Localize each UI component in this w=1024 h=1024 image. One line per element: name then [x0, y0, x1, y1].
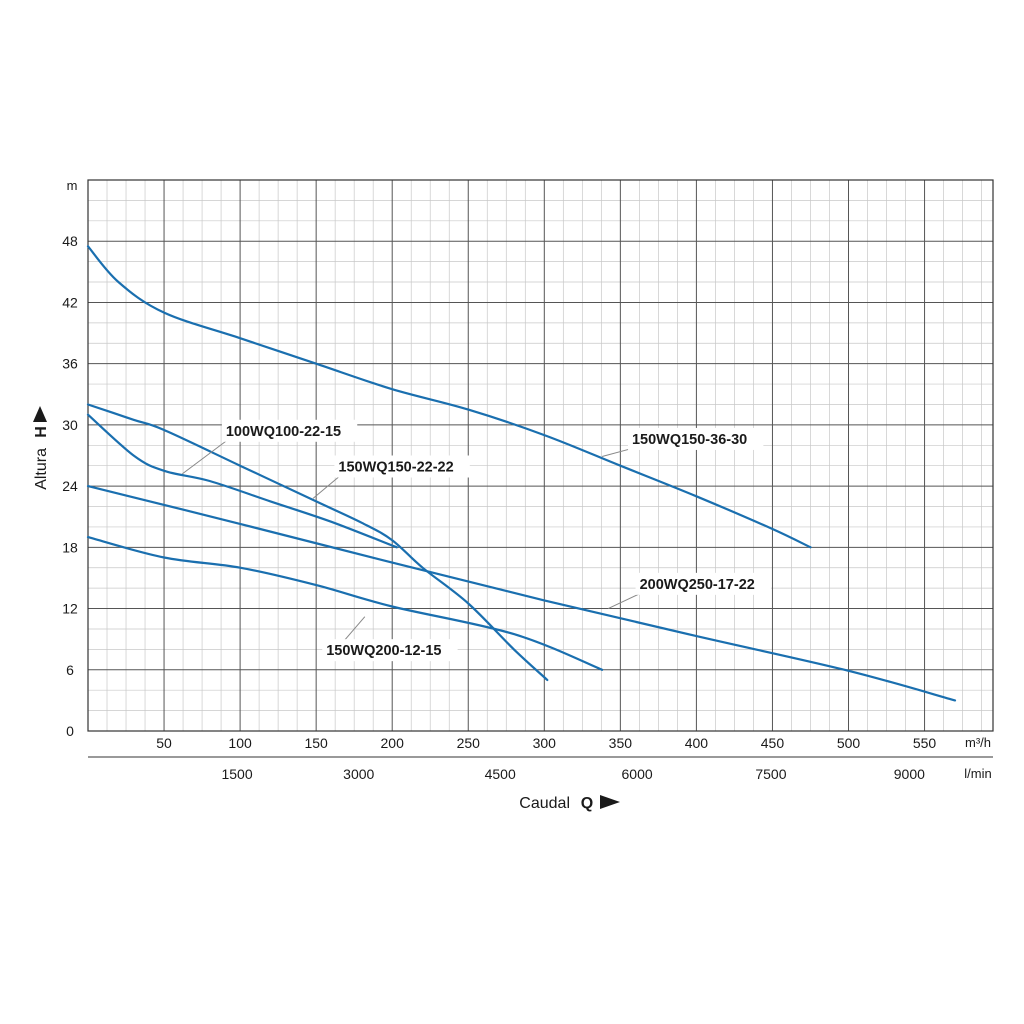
- curve-150wq200-12-15: [86, 536, 604, 671]
- x2-tick-label: 3000: [343, 766, 374, 782]
- x-tick-label: 250: [457, 735, 481, 751]
- x-tick-label: 400: [685, 735, 709, 751]
- y-axis-arrow-icon: [33, 406, 47, 422]
- x-tick-label: 100: [228, 735, 252, 751]
- curve-150wq150-36-30: [86, 245, 812, 549]
- x-tick-label: 200: [381, 735, 405, 751]
- y-tick-label: 42: [62, 294, 78, 310]
- curve-200wq250-17-22: [86, 485, 957, 702]
- annotation-label-box: [334, 455, 470, 478]
- y-tick-label: 24: [62, 478, 78, 494]
- y-tick-label: 0: [66, 723, 74, 739]
- curve-100wq100-22-15: [86, 403, 549, 682]
- x2-unit-label: l/min: [964, 766, 991, 781]
- annotation-label: 150WQ200-12-15: [326, 643, 441, 659]
- curve-annotations: 100WQ100-22-15 150WQ150-22-22 150WQ150-36-…: [182, 419, 771, 662]
- x-tick-label: 450: [761, 735, 785, 751]
- annotation-leader-line: [312, 475, 341, 499]
- annotation-label: 100WQ100-22-15: [226, 424, 341, 440]
- y-tick-label: 6: [66, 662, 74, 678]
- annotation-label: 150WQ150-22-22: [338, 460, 453, 476]
- x2-tick-label: 4500: [485, 766, 516, 782]
- plot-frame: [87, 179, 994, 732]
- y-tick-label: 30: [62, 417, 78, 433]
- x2-tick-label: 6000: [622, 766, 653, 782]
- x2-tick-label: 7500: [755, 766, 786, 782]
- y-axis-title: Altura H: [33, 406, 50, 490]
- y-unit-label: m: [67, 178, 78, 193]
- x-axis-title: Caudal Q: [519, 795, 620, 812]
- x-tick-label: 300: [533, 735, 557, 751]
- annotation-label: 150WQ150-36-30: [632, 432, 747, 448]
- y-tick-label: 12: [62, 601, 78, 617]
- y-axis-title-text: Altura: [33, 448, 50, 490]
- annotation-leader-line: [607, 592, 642, 610]
- y-tick-label: 48: [62, 233, 78, 249]
- x2-tick-label: 1500: [221, 766, 252, 782]
- x-unit-label: m³/h: [965, 735, 991, 750]
- curve-150wq150-22-22: [86, 413, 398, 549]
- pump-curves: [86, 245, 957, 702]
- annotation-leader-line: [182, 439, 229, 475]
- x-axis-title-text: Caudal: [519, 795, 570, 812]
- secondary-x-tick-labels: 1500 3000 4500 6000 7500 9000: [221, 766, 925, 782]
- x-tick-labels: 50 100 150 200 250 300 350 400 450 500 550: [156, 735, 936, 751]
- x-tick-label: 150: [304, 735, 328, 751]
- annotation-label-box: [221, 419, 358, 442]
- y-tick-labels: 0 6 12 18 24 30 36 42 48: [62, 233, 78, 739]
- major-grid: [88, 180, 993, 731]
- x-tick-label: 50: [156, 735, 172, 751]
- annotation-label: 200WQ250-17-22: [640, 577, 755, 593]
- x-axis-symbol: Q: [581, 795, 593, 812]
- x-tick-label: 500: [837, 735, 861, 751]
- annotation-label-box: [635, 572, 771, 595]
- y-axis-symbol: H: [33, 426, 50, 438]
- minor-grid: [88, 180, 993, 731]
- y-tick-label: 18: [62, 539, 78, 555]
- x2-tick-label: 9000: [894, 766, 925, 782]
- x-tick-label: 350: [609, 735, 633, 751]
- x-tick-label: 550: [913, 735, 937, 751]
- x-axis-arrow-icon: [600, 795, 620, 809]
- annotation-label-box: [322, 639, 458, 662]
- y-tick-label: 36: [62, 356, 78, 372]
- annotation-label-box: [627, 427, 764, 450]
